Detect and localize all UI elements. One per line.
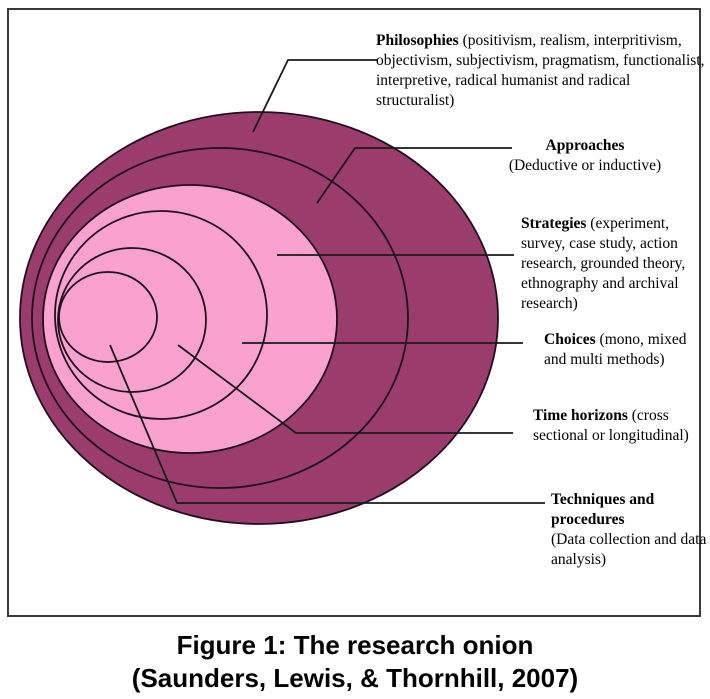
label-strategies-detail: (experiment, survey, case study, action … xyxy=(521,215,686,312)
figure-caption-line1: Figure 1: The research onion xyxy=(176,630,534,660)
label-choices-detail: (mono, mixed and multi methods) xyxy=(544,331,687,368)
label-philosophies: Philosophies (positivism, realism, inter… xyxy=(376,31,706,111)
onion-svg xyxy=(19,59,545,525)
label-philosophies-detail: (positivism, realism, interpritivism, ob… xyxy=(376,32,705,109)
figure-caption-line2: (Saunders, Lewis, & Thornhill, 2007) xyxy=(131,663,579,693)
label-choices: Choices (mono, mixed and multi methods) xyxy=(544,330,709,370)
label-strategies: Strategies (experiment, survey, case stu… xyxy=(521,214,699,314)
figure-caption: Figure 1: The research onion (Saunders, … xyxy=(0,629,710,695)
leader-line-approaches xyxy=(316,147,512,204)
onion-layer-techniques xyxy=(58,271,158,363)
label-techniques: Techniques and procedures (Data collectio… xyxy=(551,490,709,570)
leader-line-philosophies xyxy=(252,59,377,133)
label-time-horizons: Time horizons (cross sectional or longit… xyxy=(533,406,710,446)
label-time-horizons-term: Time horizons xyxy=(533,407,628,424)
label-techniques-detail: (Data collection and data analysis) xyxy=(551,531,707,568)
label-approaches-term: Approaches xyxy=(545,137,625,154)
label-techniques-term: Techniques and procedures xyxy=(551,491,655,528)
leader-line-time-horizons xyxy=(177,344,513,434)
label-philosophies-term: Philosophies xyxy=(376,32,459,49)
label-time-horizons-detail: (cross sectional or longitudinal) xyxy=(533,407,689,444)
label-approaches: Approaches (Deductive or inductive) xyxy=(460,136,710,176)
label-approaches-detail: (Deductive or inductive) xyxy=(508,157,662,174)
figure-border xyxy=(7,8,701,617)
label-choices-term: Choices xyxy=(544,331,596,348)
leader-line-techniques xyxy=(109,344,545,504)
label-strategies-term: Strategies xyxy=(521,215,587,232)
